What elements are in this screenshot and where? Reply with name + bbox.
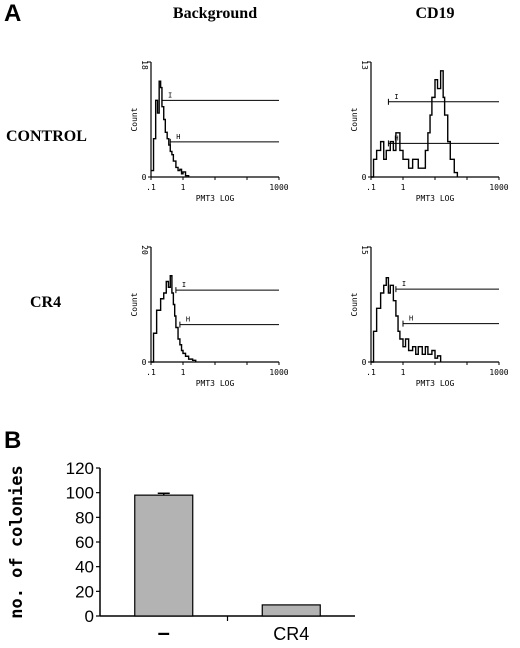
x-tick-label: 1 bbox=[401, 368, 406, 377]
histogram-trace bbox=[151, 80, 190, 177]
histogram-trace bbox=[151, 275, 197, 363]
gate-label: H bbox=[394, 134, 398, 142]
y-tick-label: 0 bbox=[142, 173, 147, 182]
gate-label: I bbox=[168, 91, 172, 99]
x-tick-label: 1000 bbox=[489, 368, 508, 377]
y-tick-label: 15 bbox=[360, 245, 369, 255]
y-tick-label: 20 bbox=[140, 245, 149, 255]
y-tick-label: 100 bbox=[66, 484, 94, 503]
bar-cr4 bbox=[261, 604, 321, 617]
x-tick-label: 1000 bbox=[489, 183, 508, 192]
x-tick-label: .1 bbox=[366, 183, 376, 192]
y-axis-label: Count bbox=[130, 107, 139, 131]
y-tick-label: 0 bbox=[362, 358, 367, 367]
y-tick-label: 40 bbox=[75, 558, 94, 577]
bar-control bbox=[134, 494, 194, 617]
gate-label: H bbox=[176, 133, 180, 141]
x-axis-label: PMT3 LOG bbox=[196, 379, 235, 388]
x-tick-label: 1 bbox=[181, 183, 186, 192]
y-tick-label: 0 bbox=[362, 173, 367, 182]
panel-a-letter: A bbox=[4, 0, 22, 27]
x-tick-label: CR4 bbox=[273, 624, 309, 644]
y-axis-label: Count bbox=[350, 292, 359, 316]
histogram-trace bbox=[371, 70, 459, 178]
histogram-control-background: 0 18 Count .1 1 1000 PMT3 LOG I H bbox=[130, 60, 289, 203]
gate-label: H bbox=[186, 316, 190, 324]
x-tick-label: .1 bbox=[146, 368, 156, 377]
x-tick-label: 1000 bbox=[269, 183, 288, 192]
y-tick-label: 60 bbox=[75, 533, 94, 552]
y-tick-label: 80 bbox=[75, 508, 94, 527]
row-label-cr4: CR4 bbox=[30, 294, 62, 311]
gate-label: I bbox=[402, 280, 406, 288]
x-tick-label: 1 bbox=[401, 183, 406, 192]
y-tick-label: 20 bbox=[75, 582, 94, 601]
histogram-cr4-cd19: 0 15 Count .1 1 1000 PMT3 LOG I H bbox=[350, 245, 509, 388]
x-axis-label: PMT3 LOG bbox=[416, 194, 455, 203]
y-tick-label: 120 bbox=[66, 459, 94, 478]
y-axis-label: Count bbox=[350, 107, 359, 131]
bar-chart-colonies: 0 20 40 60 80 100 120 no. of colonies – CR4 bbox=[7, 459, 355, 645]
y-axis-label: Count bbox=[130, 292, 139, 316]
x-tick-label: 1 bbox=[181, 368, 186, 377]
x-axis-label: PMT3 LOG bbox=[196, 194, 235, 203]
histogram-trace bbox=[371, 276, 442, 363]
y-axis-label: no. of colonies bbox=[7, 465, 27, 619]
y-tick-label: 0 bbox=[85, 607, 94, 626]
gate-label: I bbox=[182, 281, 186, 289]
x-tick-label: .1 bbox=[146, 183, 156, 192]
histogram-control-cd19: 0 13 Count .1 1 1000 PMT3 LOG I H bbox=[350, 60, 509, 203]
gate-label: I bbox=[394, 93, 398, 101]
y-tick-label: 18 bbox=[140, 60, 149, 70]
panel-b-letter: B bbox=[4, 427, 22, 454]
y-tick-label: 13 bbox=[360, 60, 369, 70]
column-title-background: Background bbox=[172, 5, 258, 22]
x-tick-label: 1000 bbox=[269, 368, 288, 377]
gate-label: H bbox=[409, 315, 413, 323]
row-label-control: CONTROL bbox=[6, 128, 87, 145]
histogram-cr4-background: 0 20 Count .1 1 1000 PMT3 LOG I H bbox=[130, 245, 289, 388]
column-title-cd19: CD19 bbox=[415, 5, 455, 22]
x-tick-label: – bbox=[158, 620, 170, 645]
y-tick-label: 0 bbox=[142, 358, 147, 367]
x-axis-label: PMT3 LOG bbox=[416, 379, 455, 388]
x-tick-label: .1 bbox=[366, 368, 376, 377]
